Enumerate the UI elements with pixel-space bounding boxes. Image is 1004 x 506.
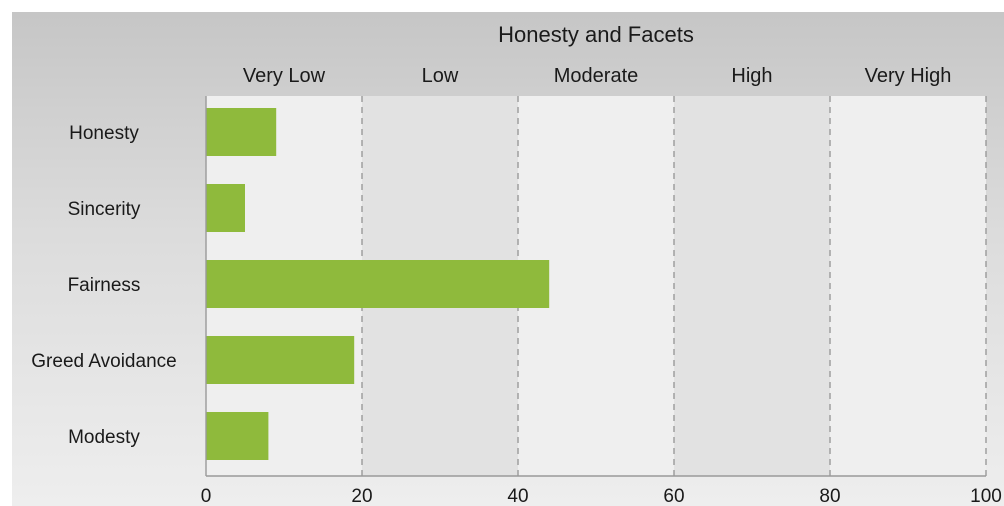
x-tick-label: 0 [201,486,212,506]
category-label: Honesty [69,123,139,144]
category-label: Greed Avoidance [31,351,176,372]
band-very-high [830,96,986,476]
bar-chart: 0 20 40 60 80 100 Very Low Low Moderate High Very… [31,22,1002,506]
chart-title: Honesty and Facets [498,22,694,47]
band-label: High [731,65,772,87]
bar-honesty [206,108,277,156]
band-label: Moderate [554,65,639,87]
labels: Very Low Low Moderate High Very High Honesty S… [31,65,951,448]
band-label: Very High [865,65,952,87]
band-label: Low [422,65,459,87]
band-label: Very Low [243,65,326,87]
x-axis: 0 20 40 60 80 100 [201,96,1002,506]
x-tick-label: 20 [351,486,372,506]
bar-modesty [206,412,269,460]
bar-sincerity [206,184,245,232]
category-label: Modesty [68,427,140,448]
bar-fairness [206,260,550,308]
chart-panel: 0 20 40 60 80 100 Very Low Low Moderate High Very… [12,12,1004,506]
category-label: Sincerity [68,199,141,220]
x-tick-label: 40 [507,486,528,506]
x-tick-label: 100 [970,486,1002,506]
x-tick-label: 60 [663,486,684,506]
x-tick-label: 80 [819,486,840,506]
category-label: Fairness [68,275,141,296]
bar-greed-avoidance [206,336,355,384]
bars [206,108,550,460]
band-high [674,96,830,476]
